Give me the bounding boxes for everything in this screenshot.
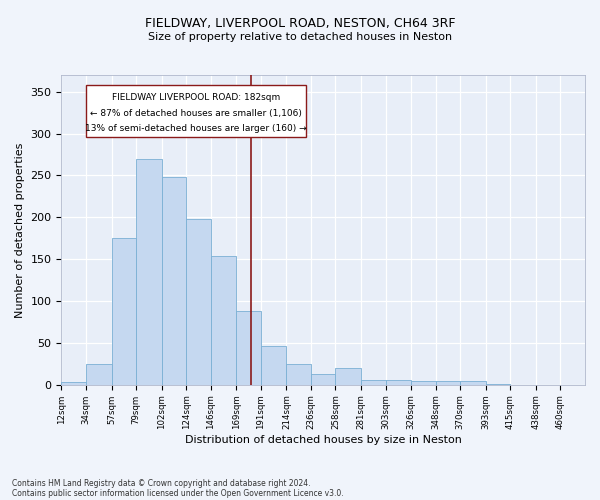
X-axis label: Distribution of detached houses by size in Neston: Distribution of detached houses by size … <box>185 435 461 445</box>
Bar <box>411 382 436 385</box>
Text: FIELDWAY LIVERPOOL ROAD: 182sqm: FIELDWAY LIVERPOOL ROAD: 182sqm <box>112 94 280 102</box>
Text: 13% of semi-detached houses are larger (160) →: 13% of semi-detached houses are larger (… <box>85 124 307 134</box>
Bar <box>136 158 161 385</box>
Bar <box>335 368 361 385</box>
Text: FIELDWAY, LIVERPOOL ROAD, NESTON, CH64 3RF: FIELDWAY, LIVERPOOL ROAD, NESTON, CH64 3… <box>145 18 455 30</box>
Bar <box>211 256 236 385</box>
Bar <box>361 380 386 385</box>
Text: ← 87% of detached houses are smaller (1,106): ← 87% of detached houses are smaller (1,… <box>90 110 302 118</box>
Bar <box>161 177 186 385</box>
Bar <box>186 219 211 385</box>
Bar <box>436 380 460 385</box>
Bar <box>386 380 411 385</box>
Text: Contains public sector information licensed under the Open Government Licence v3: Contains public sector information licen… <box>12 488 344 498</box>
Bar <box>311 374 335 385</box>
Bar <box>486 384 511 385</box>
Text: Contains HM Land Registry data © Crown copyright and database right 2024.: Contains HM Land Registry data © Crown c… <box>12 478 311 488</box>
Bar <box>261 346 286 385</box>
Bar <box>86 364 112 385</box>
Text: Size of property relative to detached houses in Neston: Size of property relative to detached ho… <box>148 32 452 42</box>
Bar <box>286 364 311 385</box>
Bar <box>236 311 261 385</box>
FancyBboxPatch shape <box>86 85 307 137</box>
Y-axis label: Number of detached properties: Number of detached properties <box>15 142 25 318</box>
Bar <box>112 238 136 385</box>
Bar <box>460 380 486 385</box>
Bar <box>61 382 86 385</box>
